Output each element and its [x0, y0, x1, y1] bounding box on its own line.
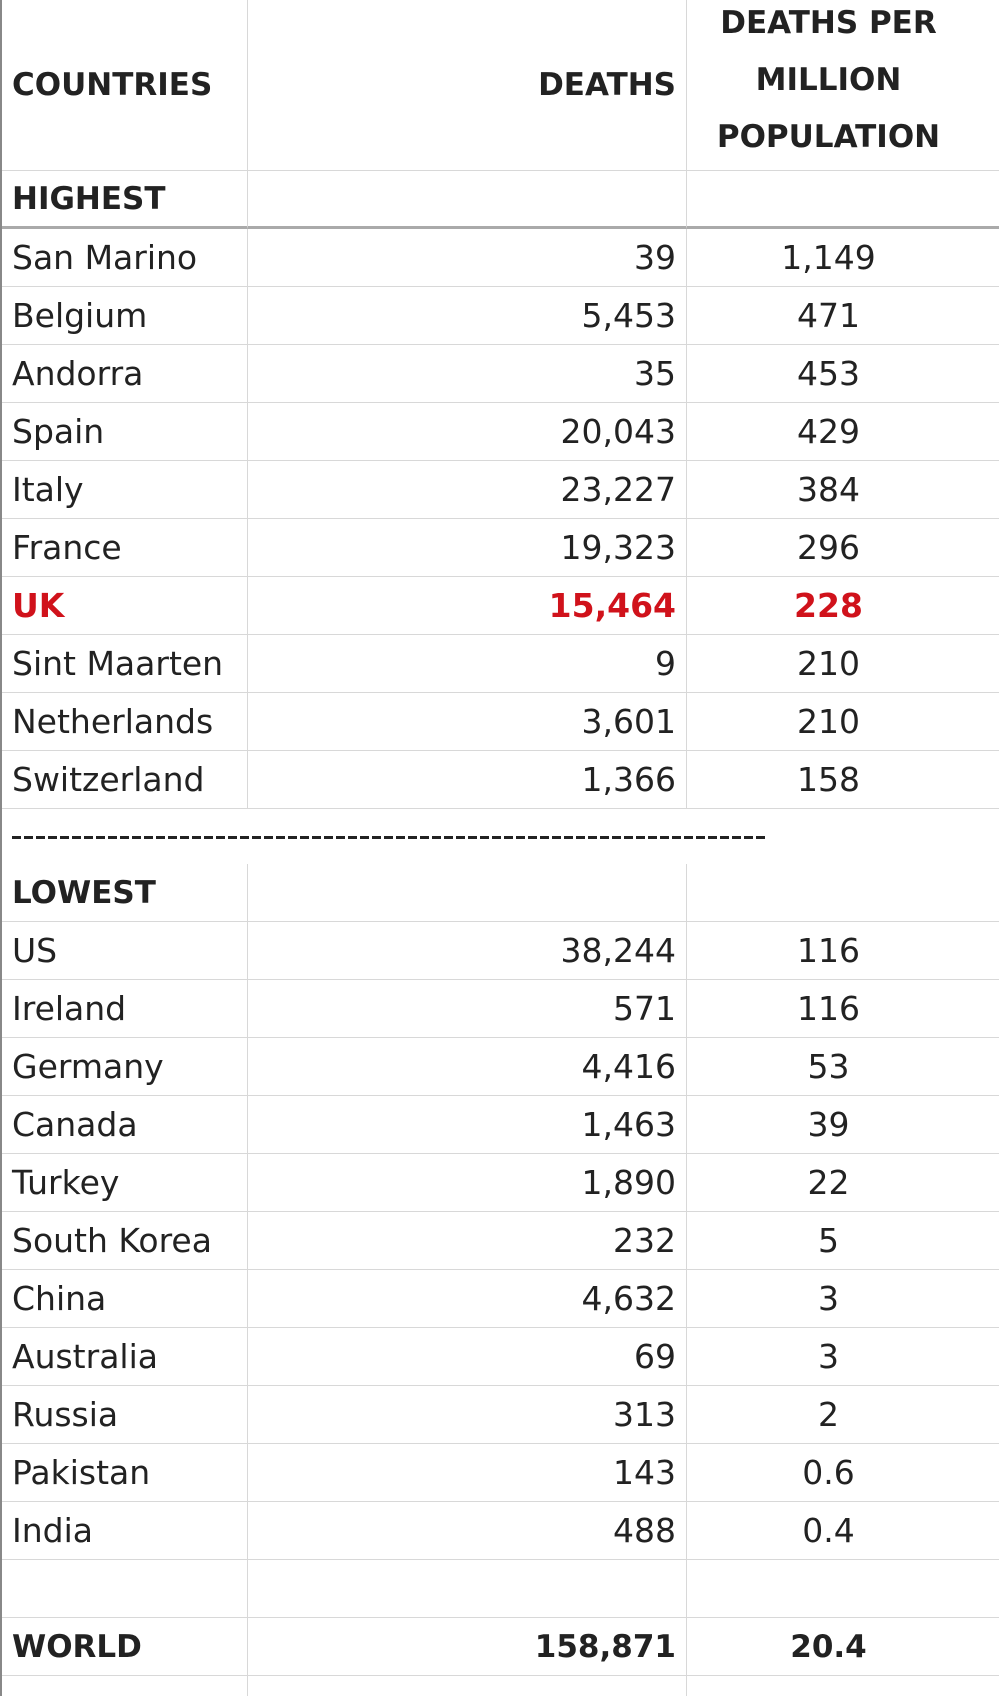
value-cell: 143 [248, 1444, 687, 1502]
value-cell: 488 [248, 1502, 687, 1560]
country: Pakistan [2, 1444, 248, 1502]
value-cell: 3 [687, 1270, 999, 1328]
country: Ireland [2, 980, 248, 1038]
country: San Marino [2, 229, 248, 287]
empty-cell [248, 1676, 687, 1696]
empty-cell [687, 1676, 999, 1696]
value-cell: 4,416 [248, 1038, 687, 1096]
value-cell: 38,244 [248, 922, 687, 980]
value-cell: 0.6 [687, 1444, 999, 1502]
empty-cell [2, 1676, 248, 1696]
value-cell: 228 [687, 577, 999, 635]
header-cell: DEATHS [248, 0, 687, 171]
country: Spain [2, 403, 248, 461]
value-cell: 19,323 [248, 519, 687, 577]
country: China [2, 1270, 248, 1328]
world-cell: 20.4 [687, 1618, 999, 1676]
value-cell: 158 [687, 751, 999, 809]
country: UK [2, 577, 248, 635]
value-cell: 313 [248, 1386, 687, 1444]
value-cell: 571 [248, 980, 687, 1038]
section-label: LOWEST [2, 864, 248, 922]
value-cell: 210 [687, 635, 999, 693]
value-cell: 15,464 [248, 577, 687, 635]
country: Australia [2, 1328, 248, 1386]
country: Sint Maarten [2, 635, 248, 693]
empty-cell [248, 171, 687, 229]
country: US [2, 922, 248, 980]
value-cell: 384 [687, 461, 999, 519]
separator-line [12, 836, 767, 839]
country: Switzerland [2, 751, 248, 809]
country: France [2, 519, 248, 577]
value-cell: 296 [687, 519, 999, 577]
country: Italy [2, 461, 248, 519]
header-cell: DEATHS PER MILLION POPULATION [687, 0, 999, 171]
value-cell: 4,632 [248, 1270, 687, 1328]
empty-cell [687, 1560, 999, 1618]
value-cell: 3 [687, 1328, 999, 1386]
value-cell: 9 [248, 635, 687, 693]
value-cell: 3,601 [248, 693, 687, 751]
value-cell: 1,366 [248, 751, 687, 809]
value-cell: 210 [687, 693, 999, 751]
value-cell: 39 [248, 229, 687, 287]
value-cell: 35 [248, 345, 687, 403]
value-cell: 1,463 [248, 1096, 687, 1154]
value-cell: 23,227 [248, 461, 687, 519]
value-cell: 232 [248, 1212, 687, 1270]
value-cell: 22 [687, 1154, 999, 1212]
value-cell: 116 [687, 980, 999, 1038]
value-cell: 1,149 [687, 229, 999, 287]
value-cell: 5 [687, 1212, 999, 1270]
country: Belgium [2, 287, 248, 345]
section-label: HIGHEST [2, 171, 248, 229]
value-cell: 69 [248, 1328, 687, 1386]
empty-cell [2, 1560, 248, 1618]
header-cell: COUNTRIES [2, 0, 248, 171]
empty-cell [687, 171, 999, 229]
value-cell: 0.4 [687, 1502, 999, 1560]
value-cell: 471 [687, 287, 999, 345]
value-cell: 53 [687, 1038, 999, 1096]
country: Canada [2, 1096, 248, 1154]
country: Germany [2, 1038, 248, 1096]
value-cell: 2 [687, 1386, 999, 1444]
country: Turkey [2, 1154, 248, 1212]
value-cell: 453 [687, 345, 999, 403]
value-cell: 5,453 [248, 287, 687, 345]
empty-cell [248, 1560, 687, 1618]
country: Netherlands [2, 693, 248, 751]
world-cell: 158,871 [248, 1618, 687, 1676]
value-cell: 39 [687, 1096, 999, 1154]
country: Andorra [2, 345, 248, 403]
value-cell: 116 [687, 922, 999, 980]
value-cell: 20,043 [248, 403, 687, 461]
world-cell: WORLD [2, 1618, 248, 1676]
country: India [2, 1502, 248, 1560]
empty-cell [248, 864, 687, 922]
country: Russia [2, 1386, 248, 1444]
empty-cell [687, 864, 999, 922]
value-cell: 429 [687, 403, 999, 461]
country: South Korea [2, 1212, 248, 1270]
value-cell: 1,890 [248, 1154, 687, 1212]
